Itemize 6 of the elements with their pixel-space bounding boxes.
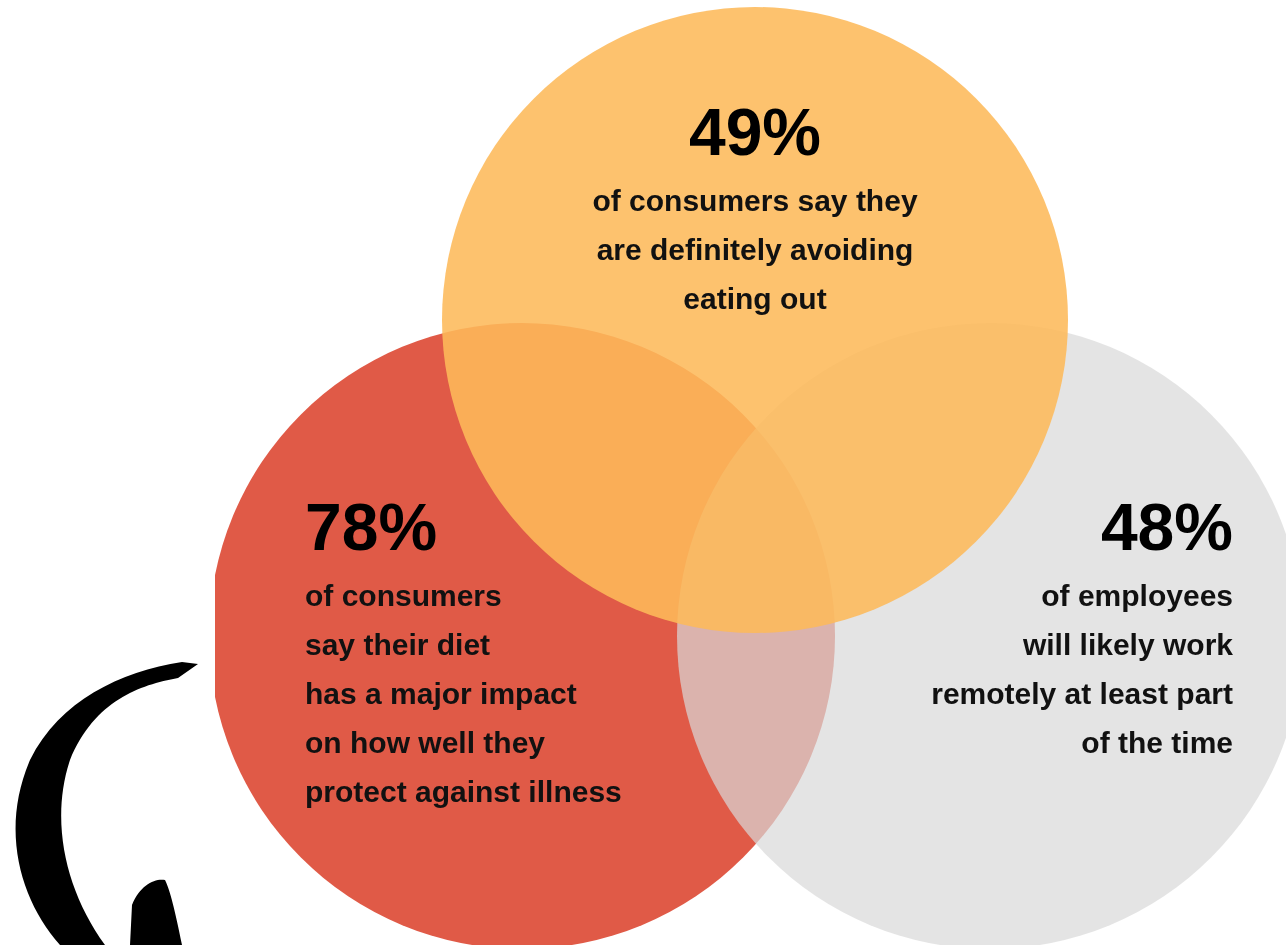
category-label: of consumers say they are definitely avoiding eating out	[592, 184, 918, 315]
category-label: of consumers say their diet has a major impact on how well they protect against illness	[305, 579, 622, 808]
data-label: 48%	[1100, 490, 1233, 564]
data-label: 78%	[305, 490, 438, 564]
data-label: 49%	[688, 95, 822, 169]
category-label: of employees will likely work remotely at least part of the time	[931, 579, 1234, 759]
